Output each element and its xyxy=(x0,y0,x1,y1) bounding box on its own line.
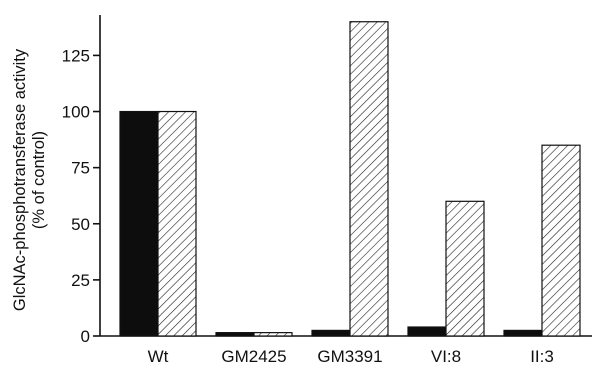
y-axis-title: GlcNAc-phosphotransferase activity xyxy=(11,48,29,311)
y-tick-label: 100 xyxy=(62,103,90,122)
x-tick-label: II:3 xyxy=(530,347,554,365)
bar-hatched xyxy=(157,110,197,337)
y-axis-title-group: GlcNAc-phosphotransferase activity (% of… xyxy=(11,48,48,311)
labels: 0 25 50 75 100 125 Wt GM2425 GM3391 VI:8 II:3 xyxy=(62,46,554,366)
bar-hatched xyxy=(253,332,293,337)
x-tick-label: VI:8 xyxy=(431,347,461,365)
bar-hatched xyxy=(445,200,485,337)
bar-solid xyxy=(311,329,351,337)
bar-solid xyxy=(119,110,159,337)
bar-hatched xyxy=(541,144,581,337)
bar-solid xyxy=(407,326,447,337)
bar-solid xyxy=(215,332,255,337)
bar-solid xyxy=(503,329,543,337)
bars xyxy=(119,21,581,337)
y-tick-label: 0 xyxy=(81,327,90,346)
y-axis-title-unit: (% of control) xyxy=(30,131,48,229)
y-tick-label: 75 xyxy=(71,159,90,178)
y-tick-label: 125 xyxy=(62,46,90,65)
bar-hatched xyxy=(349,21,389,337)
x-tick-label: Wt xyxy=(148,347,169,365)
x-tick-label: GM3391 xyxy=(317,347,382,365)
y-tick-label: 50 xyxy=(71,215,90,234)
y-tick-label: 25 xyxy=(71,271,90,290)
x-tick-label: GM2425 xyxy=(221,347,286,365)
